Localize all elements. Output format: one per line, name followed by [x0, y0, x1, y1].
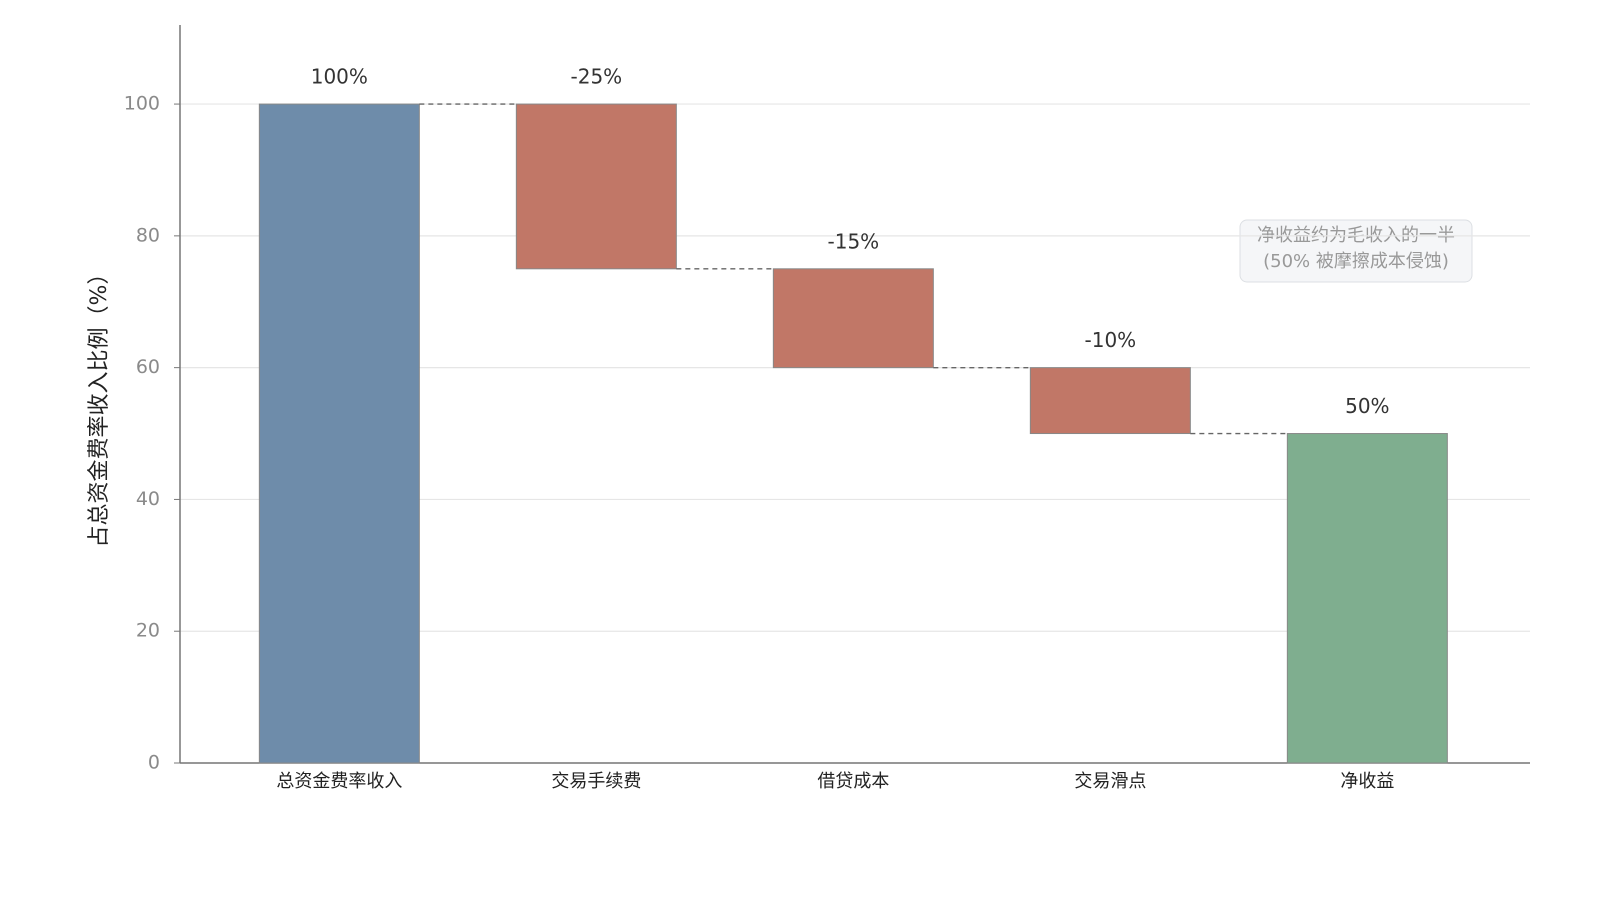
x-tick-label: 交易手续费	[551, 771, 641, 792]
value-label: 100%	[311, 65, 368, 89]
x-tick-label: 交易滑点	[1074, 771, 1146, 792]
x-tick-label: 借贷成本	[817, 771, 889, 792]
annotation: (50% 被摩擦成本侵蚀)	[1263, 251, 1449, 272]
y-tick-label: 0	[148, 752, 160, 774]
y-tick-label: 40	[136, 488, 160, 510]
y-tick-label: 80	[136, 224, 160, 246]
bar	[772, 268, 934, 369]
x-tick-label: 净收益	[1340, 771, 1394, 792]
bar	[515, 103, 677, 270]
y-tick-label: 100	[124, 93, 160, 115]
value-label: 50%	[1345, 394, 1389, 418]
y-tick-label: 20	[136, 620, 160, 642]
bar	[1029, 367, 1191, 435]
bar	[1286, 433, 1448, 764]
value-label: -25%	[571, 65, 623, 89]
y-tick-label: 60	[136, 356, 160, 378]
bar	[258, 103, 420, 764]
value-label: -15%	[828, 229, 880, 253]
x-tick-label: 总资金费率收入	[276, 771, 402, 792]
y-axis-label: 占总资金费率收入比例（%）	[87, 263, 112, 548]
value-label: -10%	[1085, 328, 1137, 352]
